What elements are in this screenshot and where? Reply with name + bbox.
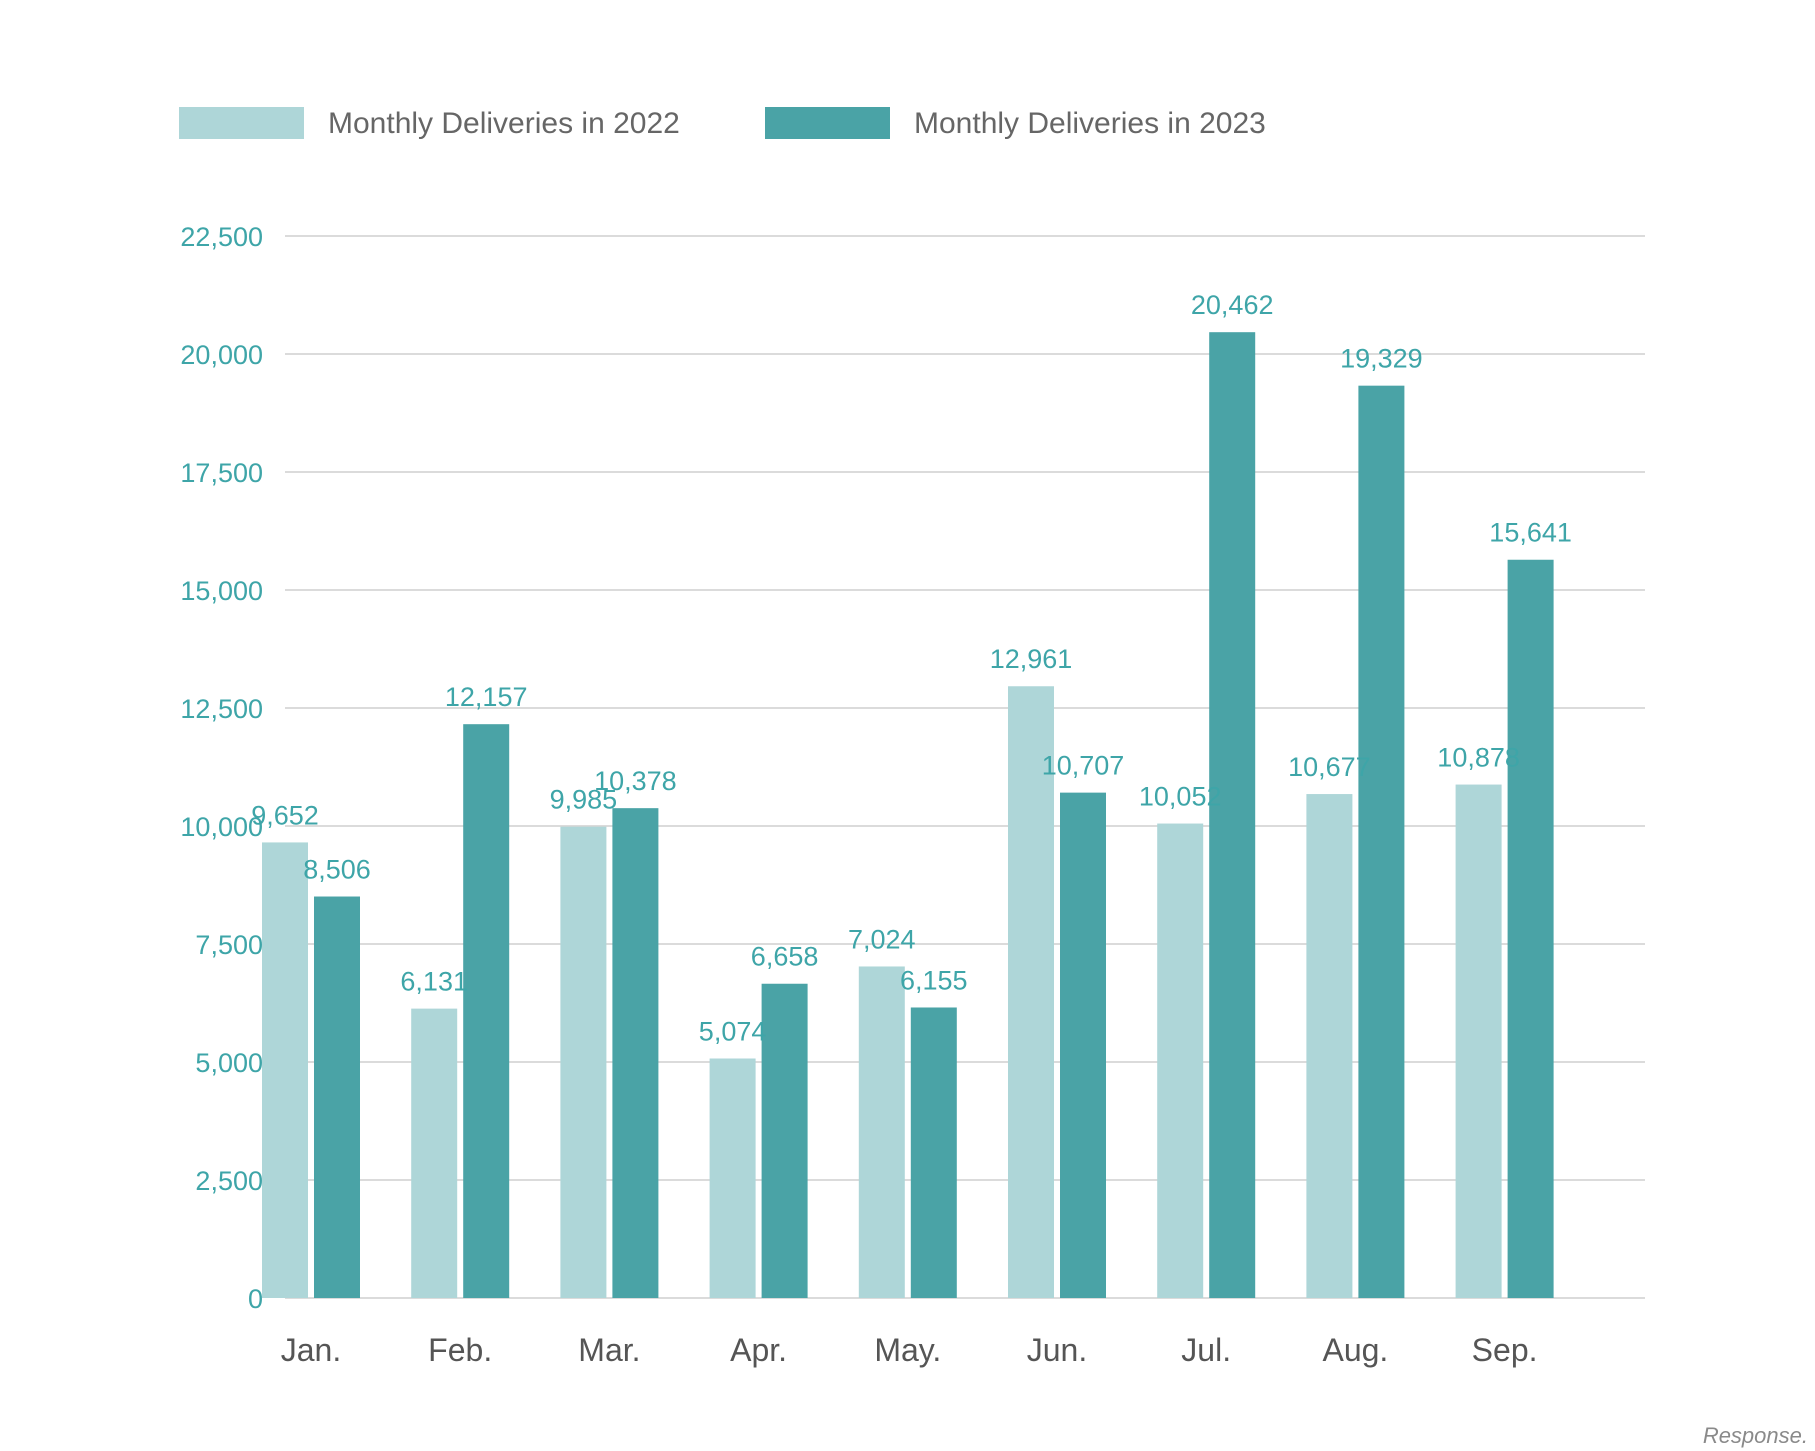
bar-2023-jun [1060,792,1106,1298]
data-label-2022-jun: 12,961 [990,644,1073,674]
watermark-logo: Response. [1703,1423,1808,1448]
y-tick-label: 22,500 [180,222,263,252]
bar-2022-jul [1157,823,1204,1298]
data-label-2022-feb: 6,131 [400,967,468,997]
data-label-2023-apr: 6,658 [751,942,819,972]
x-tick-label: Jan. [281,1332,341,1368]
legend: Monthly Deliveries in 2022 Monthly Deliv… [179,107,1266,140]
y-tick-label: 17,500 [180,458,263,488]
bar-2023-mar [612,808,659,1298]
data-label-2023-jan: 8,506 [303,855,371,885]
x-tick-label: Apr. [730,1332,787,1368]
data-label-2023-may: 6,155 [900,965,968,995]
bar-2022-may [858,966,905,1298]
data-label-2022-jul: 10,052 [1139,782,1222,812]
bar-2023-may [910,1007,957,1298]
data-label-2022-may: 7,024 [848,924,916,954]
y-tick-label: 10,000 [180,812,263,842]
y-tick-label: 0 [248,1284,263,1314]
x-tick-label: Mar. [578,1332,640,1368]
y-tick-label: 15,000 [180,576,263,606]
bar-2023-apr [761,983,808,1298]
x-tick-label: Jul. [1181,1332,1231,1368]
data-label-2022-apr: 5,074 [699,1017,767,1047]
data-label-2022-jan: 9,652 [251,800,319,830]
x-axis: Jan. Feb. Mar. Apr. May. Jun. Jul. Aug. Sep. [281,1332,1538,1368]
data-label-2022-mar: 9,985 [550,785,618,815]
bar-2022-apr [709,1058,756,1298]
bars [262,332,1554,1298]
data-label-2022-sep: 10,878 [1437,743,1520,773]
x-tick-label: Aug. [1322,1332,1388,1368]
x-tick-label: May. [874,1332,941,1368]
bar-2023-feb [463,724,510,1298]
bar-2022-jan [262,842,308,1298]
data-label-2023-aug: 19,329 [1340,344,1423,374]
x-tick-label: Sep. [1472,1332,1538,1368]
legend-label-2022: Monthly Deliveries in 2022 [328,107,680,140]
bar-2022-sep [1455,784,1502,1298]
y-tick-label: 2,500 [195,1166,263,1196]
data-label-2023-sep: 15,641 [1489,518,1572,548]
bar-2022-aug [1306,794,1353,1298]
data-label-2023-jul: 20,462 [1191,290,1274,320]
data-label-2023-feb: 12,157 [445,682,528,712]
bar-2023-aug [1358,385,1405,1298]
data-label-2022-aug: 10,677 [1288,752,1371,782]
y-tick-label: 12,500 [180,694,263,724]
y-axis: 0 2,500 5,000 7,500 10,000 12,500 15,000 17,500… [180,222,263,1314]
legend-label-2023: Monthly Deliveries in 2023 [914,107,1266,140]
y-tick-label: 5,000 [195,1048,263,1078]
legend-swatch-2023 [765,107,890,139]
bar-2022-feb [411,1008,458,1298]
bar-2023-jan [314,896,360,1298]
bar-2023-sep [1507,559,1554,1298]
gridlines [285,235,1645,1299]
bar-2022-jun [1008,686,1054,1298]
y-tick-label: 7,500 [195,930,263,960]
bar-2023-jul [1209,332,1256,1298]
legend-swatch-2022 [179,107,304,139]
data-label-2023-mar: 10,378 [594,766,677,796]
x-tick-label: Jun. [1027,1332,1087,1368]
x-tick-label: Feb. [428,1332,492,1368]
bar-2022-mar [560,826,607,1298]
y-tick-label: 20,000 [180,340,263,370]
data-label-2023-jun: 10,707 [1042,751,1125,781]
